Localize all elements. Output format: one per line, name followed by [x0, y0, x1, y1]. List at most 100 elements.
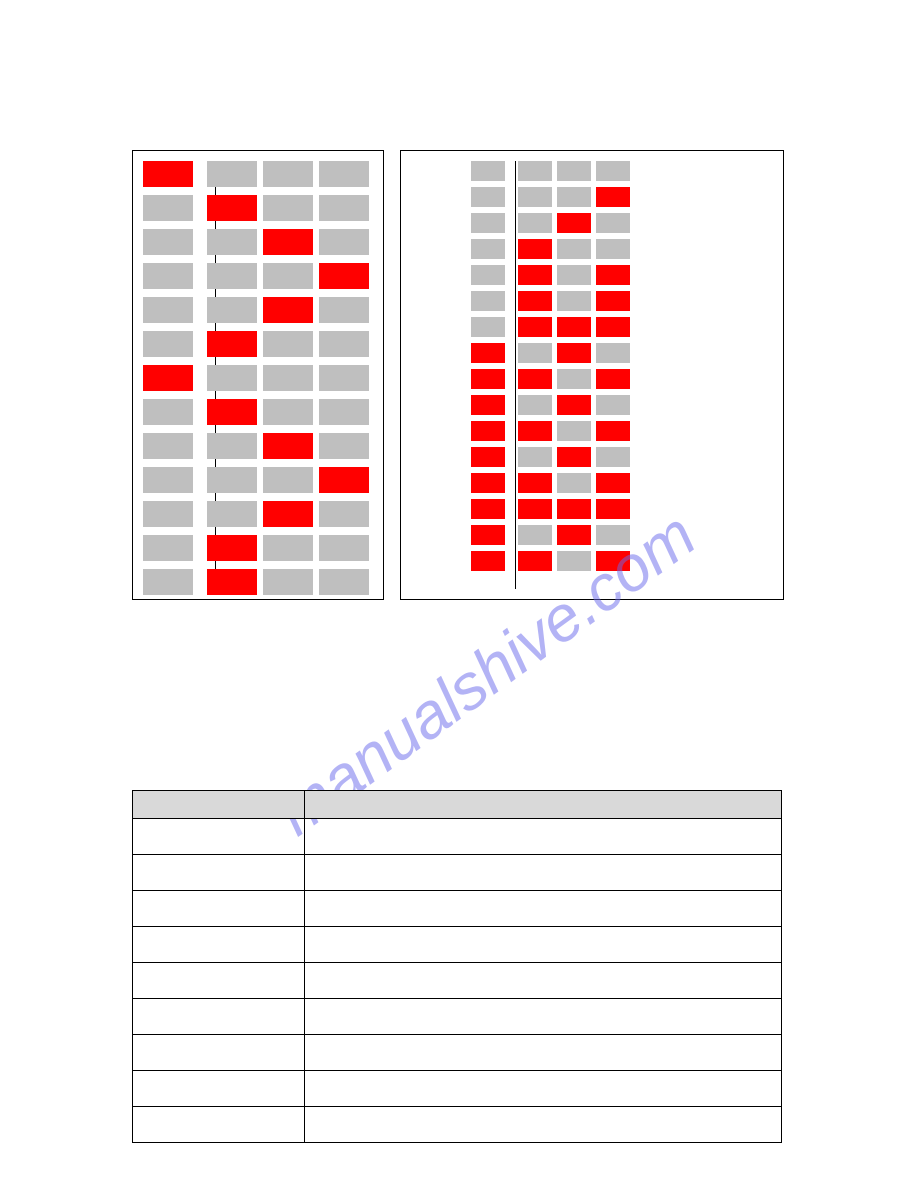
table-cell [304, 1071, 781, 1107]
seat-cell-on [596, 369, 630, 389]
seat-cell-on [596, 317, 630, 337]
table-row [133, 855, 782, 891]
page-root: manualshive.com [0, 0, 918, 1188]
seat-cell-off [471, 187, 505, 207]
seat-cell-off [207, 297, 257, 323]
seat-cell-on [263, 501, 313, 527]
seat-cell-on [207, 331, 257, 357]
seat-cell-off [143, 399, 193, 425]
seat-cell-off [557, 161, 591, 181]
seat-cell-off [319, 365, 369, 391]
seat-cell-off [143, 263, 193, 289]
seat-cell-off [143, 229, 193, 255]
table-row [133, 1071, 782, 1107]
table-header-cell [304, 791, 781, 819]
seat-cell-off [319, 297, 369, 323]
seat-cell-on [518, 291, 552, 311]
table-cell [304, 999, 781, 1035]
seat-cell-on [518, 317, 552, 337]
seat-cell-off [143, 331, 193, 357]
table-cell [133, 1071, 305, 1107]
seat-cell-on [518, 239, 552, 259]
seat-cell-on [471, 447, 505, 467]
seat-cell-off [557, 369, 591, 389]
seat-cell-off [596, 213, 630, 233]
seat-cell-off [263, 365, 313, 391]
seat-cell-off [471, 239, 505, 259]
seat-cell-on [207, 535, 257, 561]
seat-cell-off [518, 187, 552, 207]
seat-cell-on [557, 525, 591, 545]
seating-panel-left [132, 150, 384, 600]
seat-cell-off [557, 473, 591, 493]
seat-cell-on [518, 421, 552, 441]
table-row [133, 999, 782, 1035]
seat-cell-off [471, 213, 505, 233]
seat-cell-off [518, 213, 552, 233]
seat-cell-on [596, 187, 630, 207]
seat-cell-off [263, 263, 313, 289]
seat-cell-on [518, 473, 552, 493]
seat-cell-on [518, 369, 552, 389]
table-row [133, 927, 782, 963]
seat-cell-off [207, 263, 257, 289]
seat-cell-off [143, 433, 193, 459]
seat-cell-off [263, 467, 313, 493]
seat-cell-off [596, 343, 630, 363]
seat-cell-off [518, 343, 552, 363]
table-row [133, 819, 782, 855]
table-row [133, 963, 782, 999]
seat-cell-on [518, 265, 552, 285]
seat-cell-off [557, 239, 591, 259]
seat-cell-off [596, 447, 630, 467]
seat-cell-on [471, 525, 505, 545]
seat-cell-off [143, 535, 193, 561]
seat-cell-off [518, 161, 552, 181]
seat-cell-off [143, 297, 193, 323]
seat-cell-off [557, 187, 591, 207]
seat-cell-off [143, 195, 193, 221]
seat-cell-off [518, 525, 552, 545]
seat-cell-off [143, 501, 193, 527]
aisle-divider [515, 161, 516, 589]
table-cell [133, 1107, 305, 1143]
seat-cell-off [557, 265, 591, 285]
seat-cell-off [319, 195, 369, 221]
seat-cell-off [207, 501, 257, 527]
seat-cell-off [207, 467, 257, 493]
table-cell [304, 1035, 781, 1071]
seat-cell-on [596, 265, 630, 285]
seat-cell-off [319, 161, 369, 187]
seat-cell-on [319, 467, 369, 493]
table-row [133, 891, 782, 927]
seat-cell-on [263, 297, 313, 323]
table-row [133, 1107, 782, 1143]
table-header-cell [133, 791, 305, 819]
seating-panel-right [400, 150, 784, 600]
seat-cell-off [518, 447, 552, 467]
seat-cell-off [319, 535, 369, 561]
seat-cell-off [263, 535, 313, 561]
table-cell [304, 819, 781, 855]
seat-cell-on [557, 213, 591, 233]
table-cell [133, 855, 305, 891]
seat-cell-off [143, 467, 193, 493]
seat-cell-off [596, 395, 630, 415]
seat-cell-off [596, 239, 630, 259]
table-cell [304, 855, 781, 891]
seat-cell-on [596, 551, 630, 571]
seat-cell-on [143, 365, 193, 391]
seat-cell-off [471, 291, 505, 311]
seat-cell-off [263, 399, 313, 425]
seat-cell-off [557, 421, 591, 441]
seat-cell-off [319, 229, 369, 255]
seat-cell-off [319, 433, 369, 459]
seat-cell-on [596, 499, 630, 519]
seat-cell-off [557, 551, 591, 571]
table-cell [304, 963, 781, 999]
seat-cell-off [596, 161, 630, 181]
seat-cell-on [557, 395, 591, 415]
seat-cell-on [471, 499, 505, 519]
table-cell [133, 963, 305, 999]
seat-cell-off [471, 265, 505, 285]
